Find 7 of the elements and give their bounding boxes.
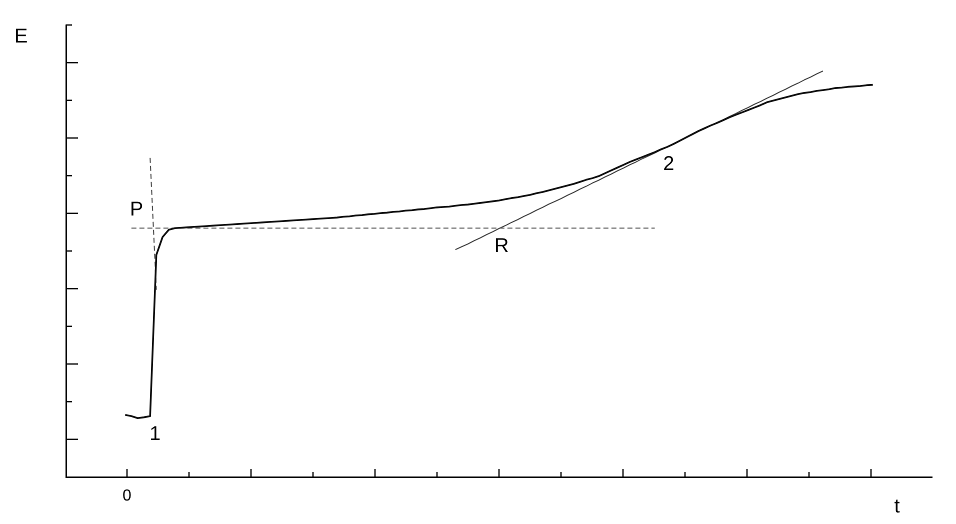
annotation: 1 [149,423,161,446]
annotation: R [494,234,509,257]
annotation: 2 [663,153,674,176]
y-axis-title: E [14,26,28,48]
annotation: P [130,198,144,220]
text: 0 [122,487,132,504]
x-axis-title: t [894,496,900,518]
